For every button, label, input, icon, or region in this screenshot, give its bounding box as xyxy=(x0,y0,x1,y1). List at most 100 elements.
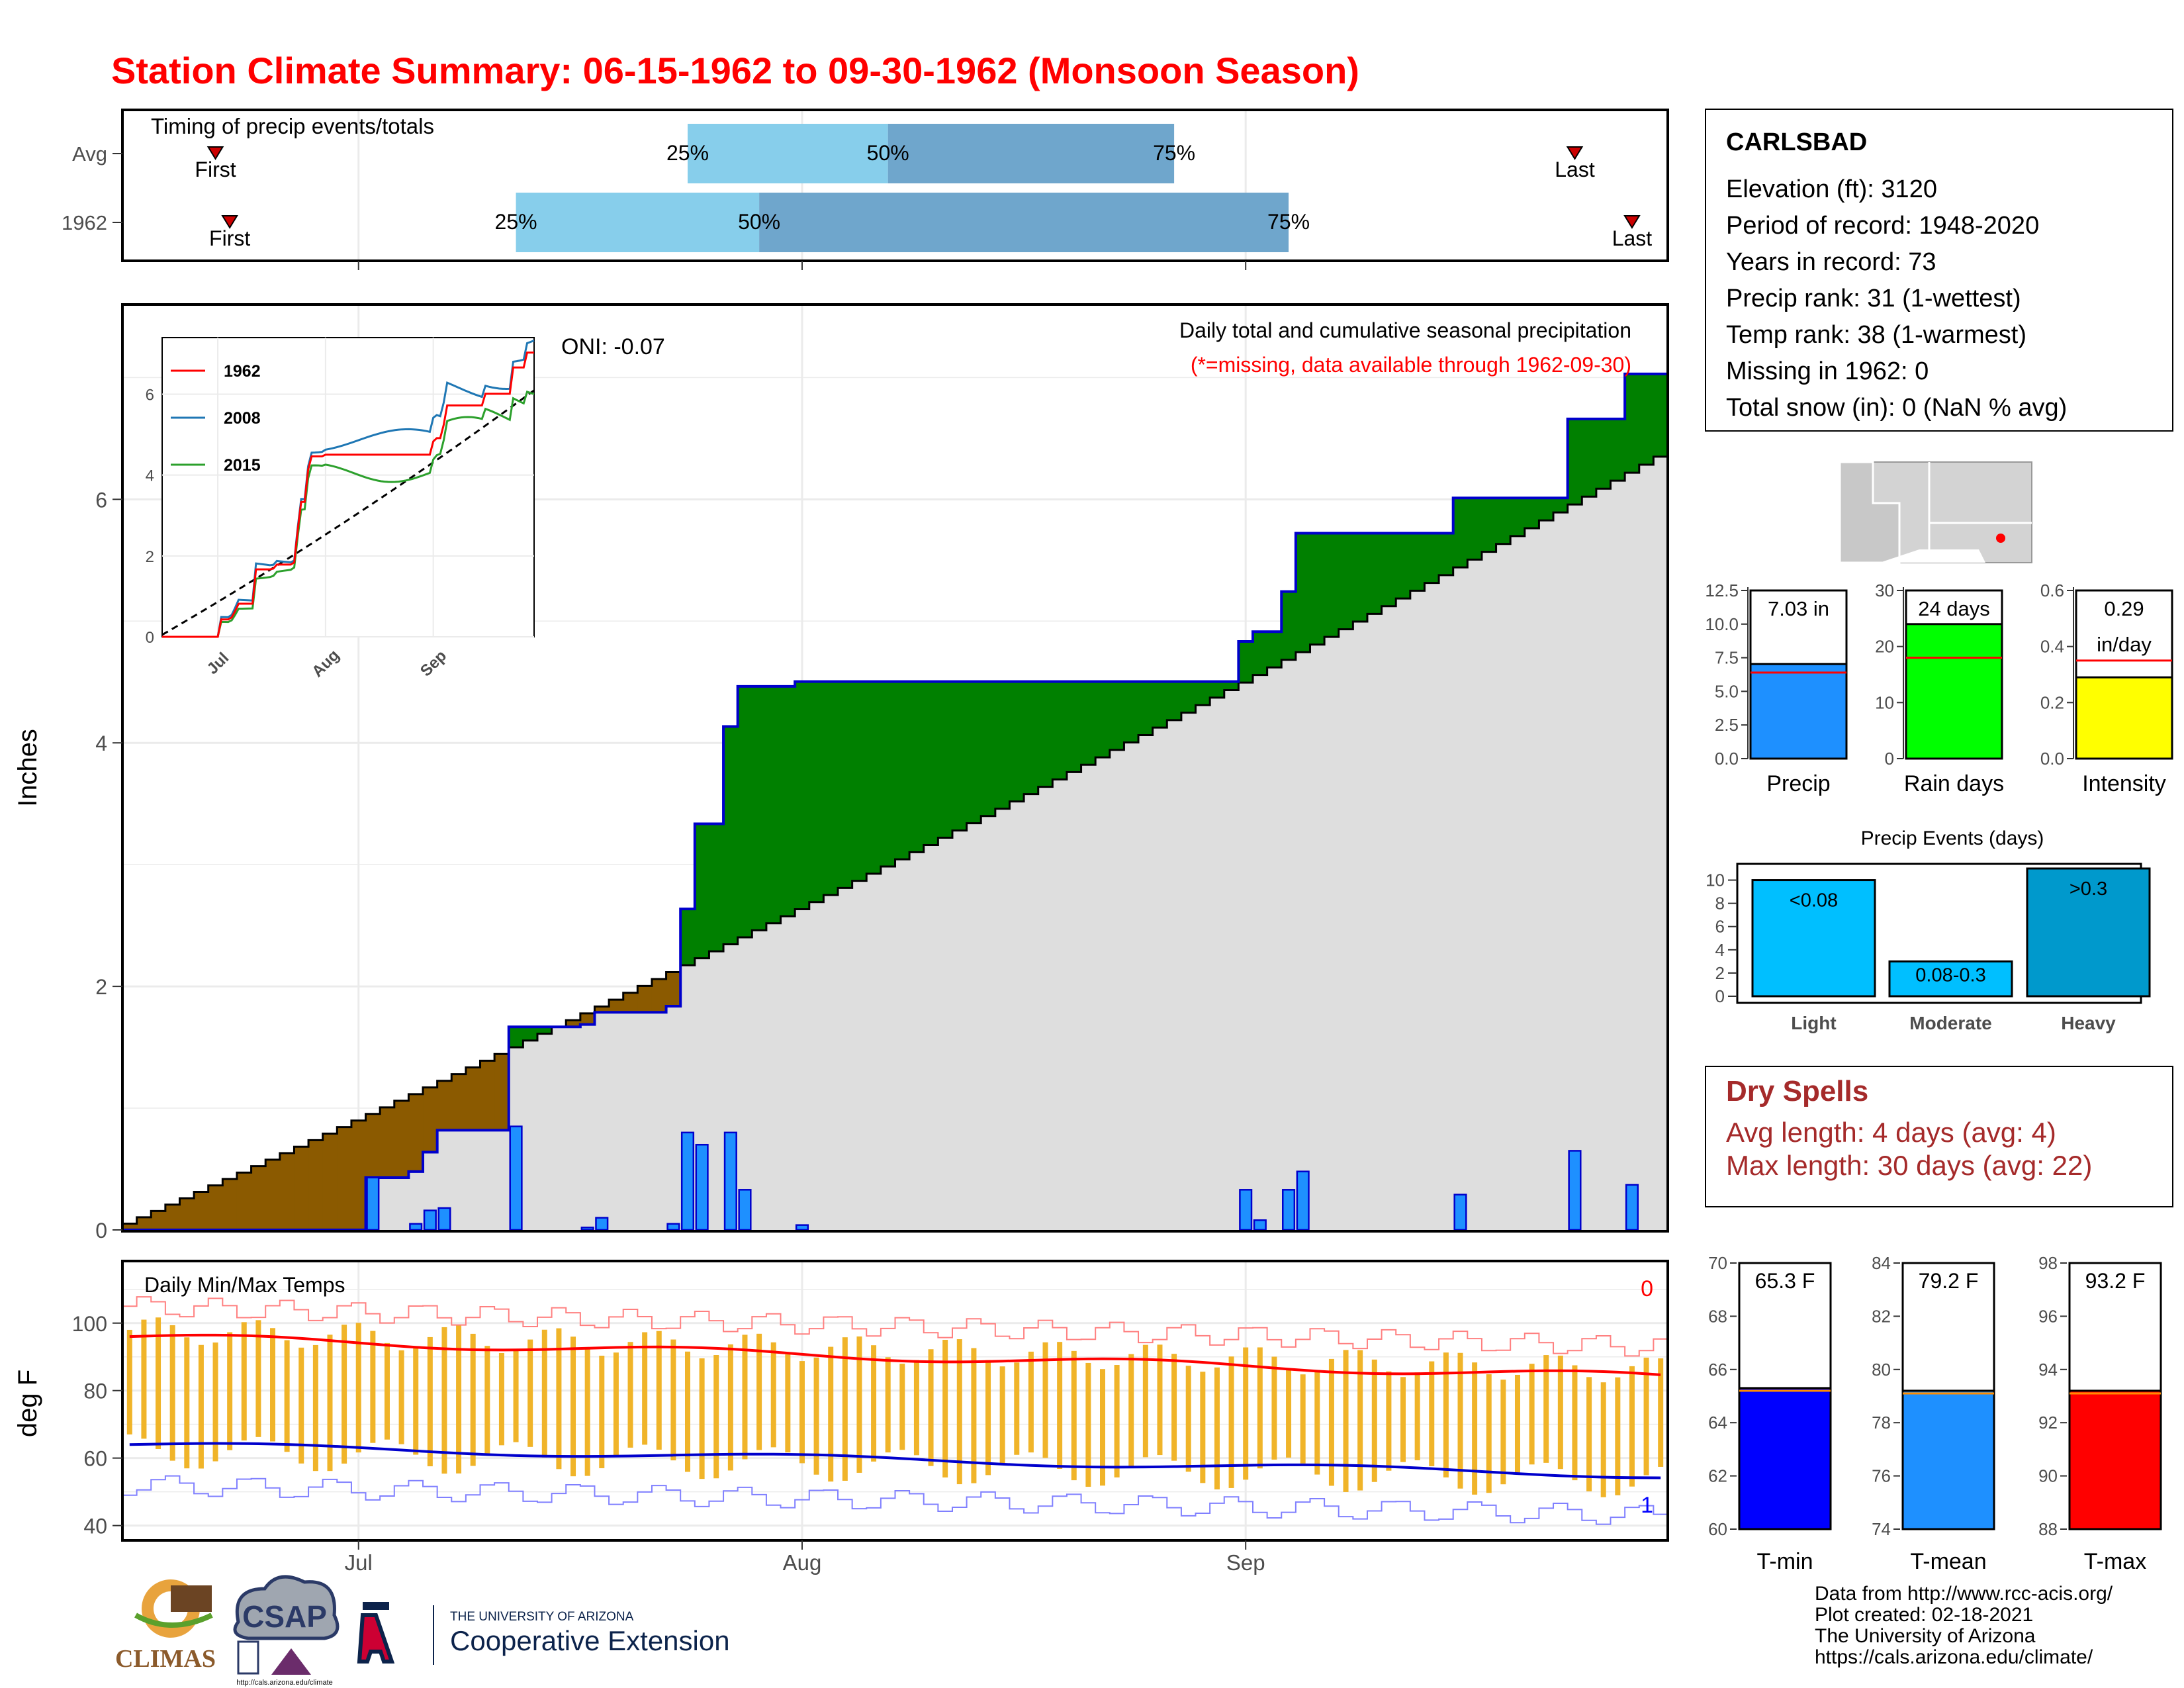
temp-bar-y-tick-label: 64 xyxy=(1708,1413,1727,1432)
cumulative-diff-segment xyxy=(1310,533,1325,645)
timing-p25-label: 25% xyxy=(666,141,709,165)
cumulative-diff-segment xyxy=(1453,498,1468,568)
temp-bar-y-tick-label: 74 xyxy=(1872,1519,1891,1539)
svg-text:CSAP: CSAP xyxy=(242,1599,327,1634)
daily-temp-bar xyxy=(1414,1372,1420,1460)
daily-temp-bar xyxy=(1557,1355,1563,1470)
credit-line: Plot created: 02-18-2021 xyxy=(1815,1604,2034,1626)
events-y-tick-label: 10 xyxy=(1706,870,1725,890)
temp-panel: Daily Min/Max Temps 0 1 deg F 406080100 … xyxy=(13,1260,1669,1575)
summary-value-label: 0.29 xyxy=(2104,597,2144,620)
cumulative-diff-segment xyxy=(923,681,938,845)
summary-y-tick-label: 0.4 xyxy=(2040,637,2064,657)
cumulative-diff-segment xyxy=(294,1147,309,1230)
cumulative-diff-segment xyxy=(809,681,824,902)
daily-temp-bar xyxy=(1071,1350,1077,1481)
daily-temp-bar xyxy=(627,1342,633,1448)
cumulative-diff-segment xyxy=(766,686,782,923)
temp-panel-title: Daily Min/Max Temps xyxy=(144,1273,345,1297)
cumulative-diff-segment xyxy=(322,1133,338,1230)
cumulative-diff-segment xyxy=(1567,418,1582,505)
cumulative-diff-segment xyxy=(1553,498,1569,513)
daily-temp-bar xyxy=(184,1337,190,1469)
cumulative-diff-segment xyxy=(1009,681,1024,802)
summary-y-tick-label: 0.6 xyxy=(2040,581,2064,600)
cumulative-diff-segment xyxy=(1639,373,1654,465)
temp-bar-y-tick-label: 80 xyxy=(1872,1360,1891,1380)
cumulative-diff-segment xyxy=(780,686,796,917)
cumulative-diff-segment xyxy=(1052,681,1068,780)
daily-temp-bar xyxy=(1042,1342,1048,1458)
cumulative-diff-segment xyxy=(265,1159,281,1230)
daily-temp-bar xyxy=(928,1349,934,1466)
cumulative-diff-segment xyxy=(1038,681,1053,787)
summary-value-label: 7.03 in xyxy=(1768,597,1829,620)
timing-p50-label: 50% xyxy=(738,210,780,234)
daily-temp-bar xyxy=(212,1342,218,1462)
temp-bar-y-tick-label: 76 xyxy=(1872,1466,1891,1486)
timing-first-marker xyxy=(206,146,224,160)
cumulative-diff-segment xyxy=(1625,373,1640,473)
cumulative-diff-segment xyxy=(1381,533,1396,606)
daily-temp-bar xyxy=(556,1328,562,1470)
daily-temp-bar xyxy=(1185,1366,1191,1472)
svg-text:THE UNIVERSITY OF ARIZONA: THE UNIVERSITY OF ARIZONA xyxy=(450,1610,634,1624)
temp-bar-y-tick-label: 70 xyxy=(1708,1253,1727,1273)
daily-precip-bar xyxy=(1296,1170,1310,1231)
summary-y-tick-label: 0 xyxy=(1885,749,1894,769)
cumulative-diff-segment xyxy=(1124,681,1139,743)
daily-precip-bar xyxy=(366,1176,380,1231)
daily-temp-bar xyxy=(613,1352,619,1458)
cumulative-diff-segment xyxy=(1267,632,1282,668)
daily-precip-bar xyxy=(1453,1194,1467,1231)
cumulative-diff-segment xyxy=(1367,533,1383,614)
precip-y-label: Inches xyxy=(13,729,42,807)
cumulative-diff-segment xyxy=(1539,498,1554,521)
daily-temp-bar xyxy=(813,1357,819,1475)
summary-y-tick-label: 10 xyxy=(1875,692,1894,712)
daily-temp-bar xyxy=(599,1355,605,1468)
temp-bar-y-tick-label: 84 xyxy=(1872,1253,1891,1273)
precip-panel-title: Daily total and cumulative seasonal prec… xyxy=(1179,318,1631,342)
record-min-line xyxy=(122,1475,1668,1525)
station-info-line: Elevation (ft): 3120 xyxy=(1726,175,1937,203)
daily-temp-bar xyxy=(1486,1374,1492,1493)
daily-precip-bar xyxy=(1282,1189,1296,1231)
daily-temp-bar xyxy=(1429,1361,1435,1467)
daily-precip-bar xyxy=(695,1143,709,1231)
daily-temp-bar xyxy=(413,1347,419,1455)
daily-temp-bar xyxy=(1228,1356,1234,1488)
cumulative-diff-segment xyxy=(609,1000,624,1013)
cumulative-diff-segment xyxy=(723,726,739,945)
daily-temp-bar xyxy=(685,1351,691,1472)
daily-precip-bar xyxy=(738,1189,752,1231)
cumulative-diff-segment xyxy=(995,681,1011,809)
cumulative-diff-segment xyxy=(236,1172,252,1230)
timing-p75-label: 75% xyxy=(1267,210,1310,234)
timing-last-label: Last xyxy=(1612,226,1653,250)
cumulative-diff-segment xyxy=(1253,632,1268,675)
dry-spells-avg: Avg length: 4 days (avg: 4) xyxy=(1726,1117,2056,1148)
events-category-label: Heavy xyxy=(2061,1013,2116,1033)
daily-temp-bar xyxy=(1443,1352,1449,1477)
precip-panel-subtitle: (*=missing, data available through 1962-… xyxy=(1191,353,1631,377)
daily-temp-bar xyxy=(141,1319,147,1439)
daily-precip-bar xyxy=(595,1217,609,1231)
precip-y-tick-label: 6 xyxy=(95,488,107,512)
summary-y-tick-label: 7.5 xyxy=(1715,648,1739,668)
cumulative-diff-segment xyxy=(1095,681,1111,758)
cumulative-diff-segment xyxy=(423,1087,438,1152)
daily-temp-bar xyxy=(1343,1350,1349,1492)
timing-first-label: First xyxy=(195,158,236,181)
precip-panel: Daily total and cumulative seasonal prec… xyxy=(13,303,1669,1243)
daily-temp-bar xyxy=(1314,1370,1320,1475)
inset-legend-label: 2008 xyxy=(224,409,261,428)
summary-bar xyxy=(2075,676,2173,760)
inset-y-tick-label: 0 xyxy=(146,629,154,647)
events-y-tick-label: 8 xyxy=(1715,894,1725,914)
cumulative-diff-segment xyxy=(909,681,925,853)
station-info-line: Precip rank: 31 (1-wettest) xyxy=(1726,285,2021,312)
cumulative-diff-segment xyxy=(408,1094,424,1172)
temp-bar xyxy=(1738,1387,1832,1530)
